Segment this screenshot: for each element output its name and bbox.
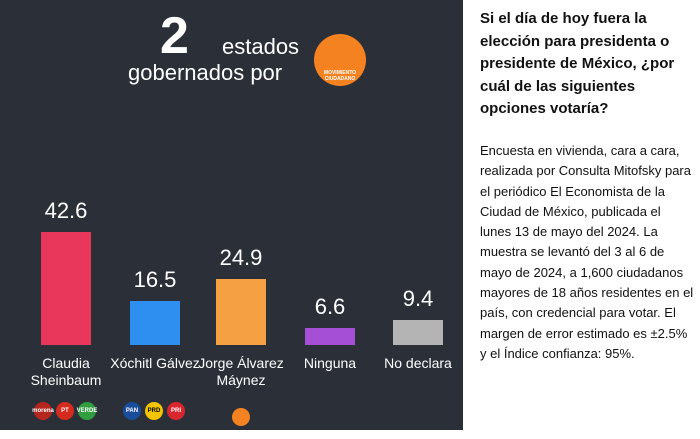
category-label: Ninguna xyxy=(303,355,357,371)
bar xyxy=(130,301,180,345)
logo-text: MOVIMIENTO CIUDADANO xyxy=(323,70,357,82)
party-logo: PRI xyxy=(167,402,185,420)
party-logo xyxy=(232,408,250,426)
category-label: Xóchitl Gálvez xyxy=(110,355,200,371)
value-label: 24.9 xyxy=(219,245,263,270)
value-label: 9.4 xyxy=(402,286,434,312)
category-label: No declara xyxy=(384,355,452,371)
value-label: 16.5 xyxy=(133,267,177,293)
bar xyxy=(305,327,355,345)
bar xyxy=(41,232,91,345)
party-logo: PAN xyxy=(123,402,141,420)
title-number: 2 xyxy=(160,7,189,65)
party-logo xyxy=(314,34,366,86)
chart-panel: 2 estados gobernados por MOVIMIENTO CIUD… xyxy=(0,0,463,430)
category-label: Jorge Álvarez Máynez xyxy=(198,355,284,388)
category-label: Claudia Sheinbaum xyxy=(30,355,102,388)
party-logo: VERDE xyxy=(77,402,97,420)
question: Si el día de hoy fuera la elección para … xyxy=(480,10,675,117)
title-line: gobernados por xyxy=(128,60,283,85)
party-logo: PT xyxy=(56,402,74,420)
party-logo: PRD xyxy=(145,402,163,420)
party-logo: morena xyxy=(32,402,54,420)
description: Encuesta en vivienda, cara a cara, reali… xyxy=(480,143,694,361)
title-line: estados xyxy=(222,34,300,59)
bar xyxy=(216,279,266,345)
value-label: 42.6 xyxy=(44,198,88,224)
bar xyxy=(393,320,443,345)
value-label: 6.6 xyxy=(314,293,346,319)
